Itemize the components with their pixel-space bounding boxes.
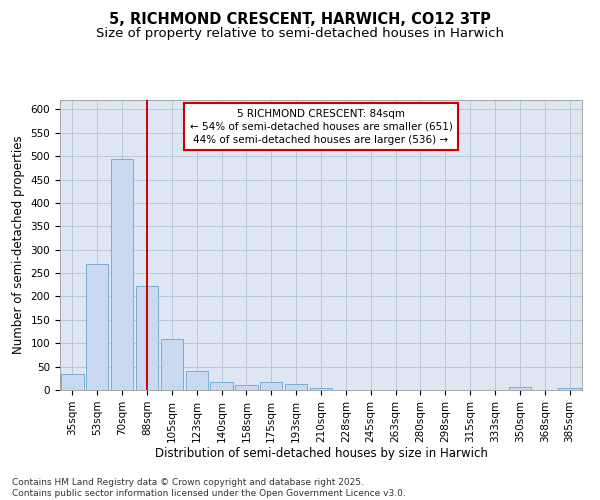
Bar xyxy=(559,388,581,390)
Bar xyxy=(111,160,133,390)
Bar xyxy=(260,382,283,390)
Text: 5 RICHMOND CRESCENT: 84sqm
← 54% of semi-detached houses are smaller (651)
44% o: 5 RICHMOND CRESCENT: 84sqm ← 54% of semi… xyxy=(190,108,452,145)
Bar xyxy=(310,388,332,390)
Bar xyxy=(285,384,307,390)
Text: 5, RICHMOND CRESCENT, HARWICH, CO12 3TP: 5, RICHMOND CRESCENT, HARWICH, CO12 3TP xyxy=(109,12,491,28)
Y-axis label: Number of semi-detached properties: Number of semi-detached properties xyxy=(12,136,25,354)
Bar xyxy=(211,382,233,390)
Bar xyxy=(86,264,109,390)
Bar xyxy=(161,339,183,390)
Bar xyxy=(185,372,208,390)
Bar xyxy=(136,286,158,390)
Bar xyxy=(235,386,257,390)
Text: Contains HM Land Registry data © Crown copyright and database right 2025.
Contai: Contains HM Land Registry data © Crown c… xyxy=(12,478,406,498)
Bar xyxy=(61,374,83,390)
X-axis label: Distribution of semi-detached houses by size in Harwich: Distribution of semi-detached houses by … xyxy=(155,448,487,460)
Text: Size of property relative to semi-detached houses in Harwich: Size of property relative to semi-detach… xyxy=(96,28,504,40)
Bar xyxy=(509,386,531,390)
